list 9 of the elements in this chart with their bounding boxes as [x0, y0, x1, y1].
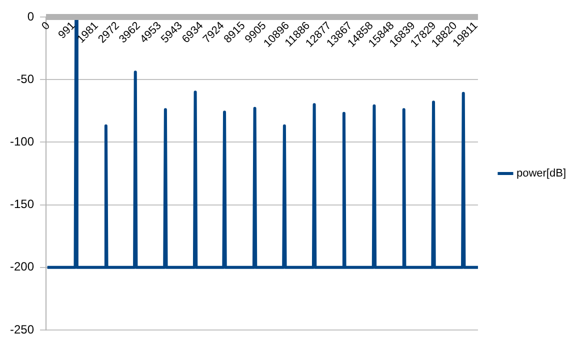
y-tick-label: 0	[27, 9, 34, 24]
legend-label: power[dB]	[516, 168, 566, 180]
y-tick-label: -50	[16, 72, 34, 86]
y-tick-label: -200	[10, 260, 34, 274]
x-tick-label: 0	[40, 20, 52, 33]
y-tick-label: -100	[10, 134, 34, 149]
x-tick-label: 991	[56, 20, 78, 42]
y-tick-label: -150	[10, 197, 34, 212]
y-tick-label: -250	[10, 322, 34, 336]
